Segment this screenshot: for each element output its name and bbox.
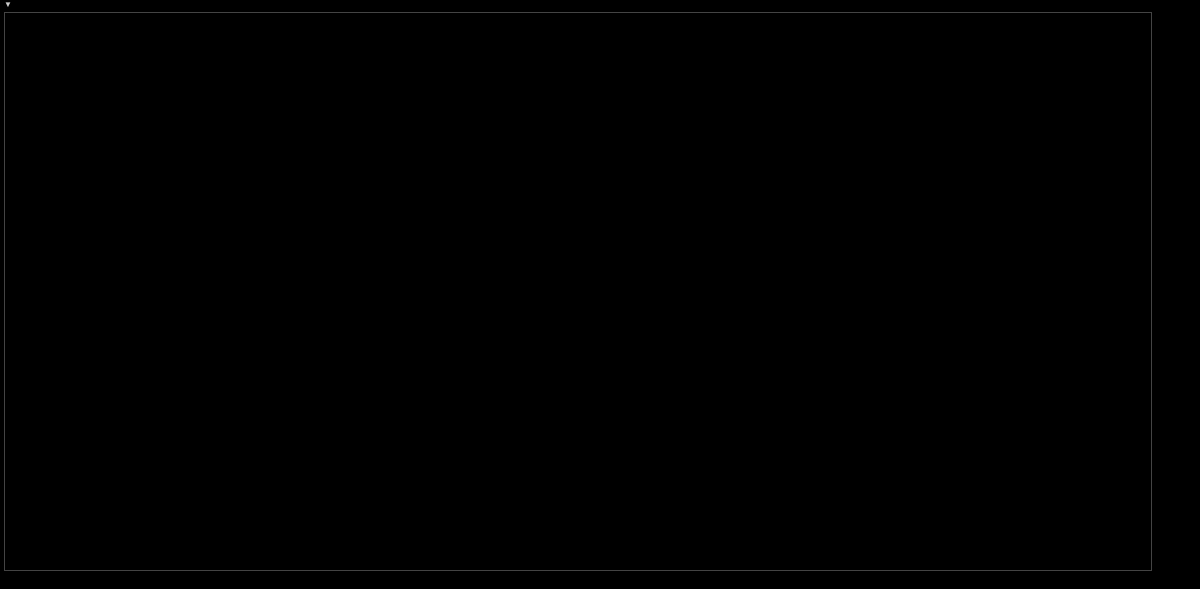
chart-area[interactable] [4, 12, 1152, 571]
time-axis [4, 571, 1152, 589]
dropdown-icon[interactable]: ▼ [4, 0, 12, 9]
price-axis [1152, 12, 1200, 571]
chart-title: ▼ [4, 0, 20, 9]
